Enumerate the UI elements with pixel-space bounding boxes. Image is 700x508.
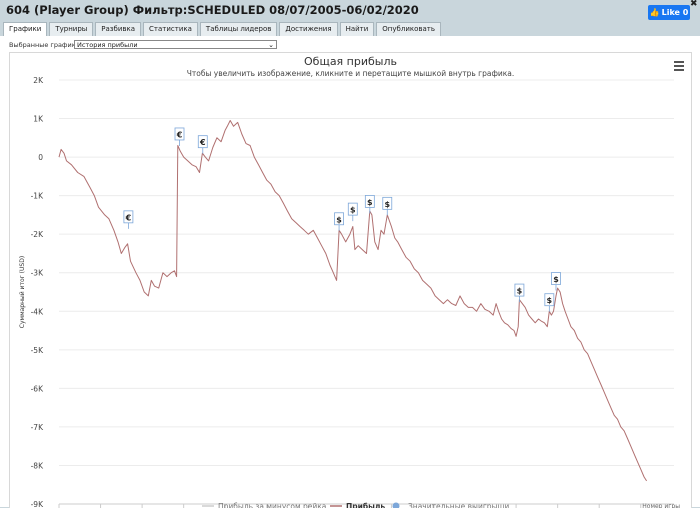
tab-find[interactable]: Найти bbox=[340, 22, 375, 36]
x-axis-corner-label: Номер игры bbox=[642, 503, 680, 508]
y-tick-label: 1K bbox=[33, 115, 44, 124]
tab-bar: Графики Турниры Разбивка Статистика Табл… bbox=[3, 22, 441, 36]
chart-select-value: История прибыли bbox=[77, 41, 138, 49]
legend-symbol bbox=[393, 503, 400, 508]
tab-breakdown[interactable]: Разбивка bbox=[95, 22, 141, 36]
big-win-marker-icon: $ bbox=[350, 206, 356, 215]
tab-leaderboards[interactable]: Таблицы лидеров bbox=[200, 22, 277, 36]
tab-tournaments[interactable]: Турниры bbox=[49, 22, 93, 36]
window-title: 604 (Player Group) Фильтр:SCHEDULED 08/0… bbox=[6, 3, 419, 17]
y-tick-label: -3K bbox=[31, 269, 44, 278]
y-tick-label: -7K bbox=[31, 423, 44, 432]
title-bar: 604 (Player Group) Фильтр:SCHEDULED 08/0… bbox=[0, 0, 700, 22]
facebook-like-button[interactable]: 👍 Like 0 bbox=[648, 5, 690, 20]
legend-item: Прибыль за минусом рейка bbox=[218, 502, 326, 508]
tab-achievements[interactable]: Достижения bbox=[279, 22, 337, 36]
profit-chart[interactable]: 2K1K0-1K-2K-3K-4K-5K-6K-7K-8K-9K01002003… bbox=[10, 53, 691, 508]
thumbs-up-icon: 👍 bbox=[650, 8, 660, 17]
y-tick-label: -5K bbox=[31, 346, 44, 355]
like-label: Like 0 bbox=[662, 8, 689, 17]
y-tick-label: -6K bbox=[31, 384, 44, 393]
y-tick-label: -1K bbox=[31, 192, 44, 201]
chevron-down-icon: ⌄ bbox=[268, 41, 274, 50]
big-win-marker-icon: $ bbox=[547, 296, 553, 305]
content-area: Выбранные графики: История прибыли ⌄ Общ… bbox=[0, 36, 700, 507]
big-win-marker-icon: $ bbox=[553, 275, 559, 284]
legend-item: Значительные выигрыши bbox=[408, 502, 509, 508]
tab-publish[interactable]: Опубликовать bbox=[376, 22, 441, 36]
big-win-marker-icon: $ bbox=[367, 198, 373, 207]
y-tick-label: -8K bbox=[31, 461, 44, 470]
chart-select[interactable]: История прибыли ⌄ bbox=[74, 40, 277, 49]
big-win-marker-icon: $ bbox=[517, 287, 523, 296]
big-win-marker-icon: € bbox=[199, 138, 206, 147]
y-axis-label: Суммарный итог (USD) bbox=[19, 256, 26, 328]
tab-statistics[interactable]: Статистика bbox=[143, 22, 198, 36]
big-win-marker-icon: € bbox=[176, 130, 183, 139]
y-tick-label: 2K bbox=[33, 76, 44, 85]
big-win-marker-icon: € bbox=[125, 213, 132, 222]
chart-container[interactable]: Общая прибыль Чтобы увеличить изображени… bbox=[9, 52, 692, 508]
tab-graphs[interactable]: Графики bbox=[3, 22, 47, 36]
chart-select-label: Выбранные графики: bbox=[9, 41, 82, 49]
big-win-marker-icon: $ bbox=[384, 200, 390, 209]
y-tick-label: -4K bbox=[31, 307, 44, 316]
y-tick-label: -2K bbox=[31, 230, 44, 239]
close-icon[interactable]: ✖ bbox=[690, 0, 698, 9]
legend-item: Прибыль bbox=[346, 502, 385, 508]
y-tick-label: 0 bbox=[38, 153, 43, 162]
big-win-marker-icon: $ bbox=[336, 215, 342, 224]
